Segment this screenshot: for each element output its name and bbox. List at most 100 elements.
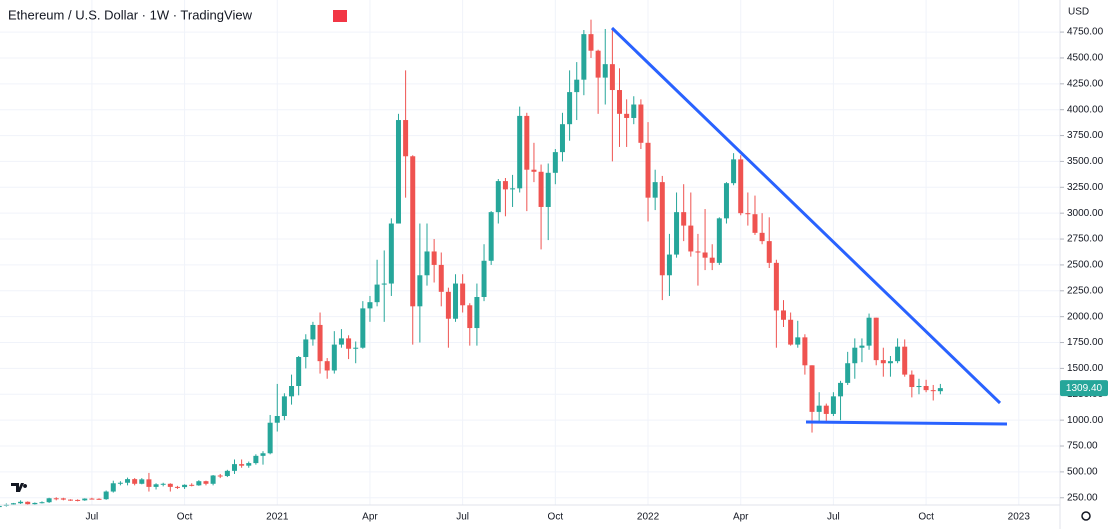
candle-body [403,120,409,157]
candle-body [909,374,915,388]
candle-body [937,388,943,392]
candle-body [10,503,16,505]
candle-body [788,319,794,345]
candle-body [289,385,295,397]
candle-body [239,464,245,466]
candle-body [895,346,901,362]
candle-body [773,262,779,311]
candle-body [531,169,537,172]
candle-body [695,251,701,253]
candle-body [68,499,73,501]
y-tick-label: 1750.00 [1067,337,1104,348]
candle-body [923,385,929,391]
y-tick-label: 2750.00 [1067,234,1104,245]
candle-body [388,223,394,284]
candle-body [645,142,651,198]
candle-body [781,310,786,320]
candle-body [738,159,744,214]
x-tick-label: Jul [85,512,98,523]
candle-body [638,104,644,143]
candle-body [488,212,494,261]
candle-body [153,484,159,487]
candle-body [545,172,551,207]
candle-body [581,34,587,80]
candle-body [82,498,88,501]
x-tick-label: Oct [548,512,564,523]
x-tick-label: Oct [177,512,193,523]
candle-body [659,182,665,276]
candle-body [802,337,808,366]
candle-body [510,188,516,190]
candle-body [296,357,302,386]
candles [0,19,943,508]
candle-body [602,64,608,78]
candle-body [117,482,123,484]
candle-body [395,120,401,224]
y-tick-label: 4000.00 [1067,104,1104,115]
candle-body [374,284,380,303]
y-tick-label: 1000.00 [1067,415,1104,426]
candle-body [89,498,95,500]
candle-body [174,486,180,488]
candle-body [574,79,580,93]
candle-body [652,182,658,198]
candle-body [759,232,765,242]
candle-body [310,324,316,340]
candle-body [823,405,829,414]
candle-body [274,416,280,423]
candle-body [866,317,872,346]
candle-body [930,390,936,392]
candle-body [873,317,879,361]
candle-body [467,305,473,329]
candle-body [253,455,259,464]
candle-body [217,475,223,477]
candle-body [0,505,2,508]
currency-label[interactable]: USD [1068,7,1089,18]
candle-body [552,152,558,173]
candle-body [338,338,344,345]
tradingview-logo [8,478,34,496]
candle-body [210,475,216,484]
candle-body [809,365,815,412]
candle-body [474,296,480,329]
candle-body [360,308,366,348]
support-line[interactable] [805,420,1008,426]
candle-body [716,218,722,263]
candle-body [595,50,601,78]
y-tick-label: 2500.00 [1067,260,1104,271]
candle-body [538,171,544,207]
candle-body [410,156,416,307]
candle-body [445,291,451,319]
candle-body [224,470,230,477]
x-tick-label: Apr [362,512,378,523]
y-tick-label: 3750.00 [1067,130,1104,141]
candle-body [688,225,694,252]
candle-body [167,483,173,487]
y-tick-label: 750.00 [1067,441,1098,452]
y-tick-label: 3500.00 [1067,156,1104,167]
y-tick-label: 3250.00 [1067,182,1104,193]
candle-body [495,181,501,213]
candle-body [125,479,131,483]
candle-body [353,347,359,349]
candle-body [916,385,922,388]
settings-icon[interactable] [1081,511,1091,521]
candle-body [709,257,715,263]
candle-body [859,345,865,348]
chart-title: Ethereum / U.S. Dollar · 1W · TradingVie… [8,7,253,22]
trend-line[interactable] [610,26,1002,405]
candle-body [887,361,893,364]
candle-body [795,337,801,345]
candle-body [146,479,152,487]
candle-body [39,502,45,504]
candle-body [281,396,287,417]
candle-body [46,498,52,503]
candle-body [816,405,822,412]
y-tick-label: 500.00 [1067,467,1098,478]
candle-body [524,115,530,170]
candle-body [752,214,758,233]
candle-body [246,463,252,466]
candle-body [103,491,109,500]
flag-icon[interactable] [333,10,347,22]
